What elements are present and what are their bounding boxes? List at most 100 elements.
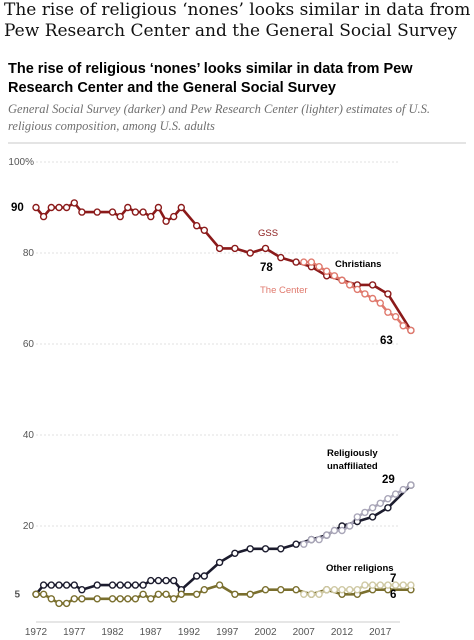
- data-point-religiously-unaffiliated-pew-research-center: [399, 485, 407, 494]
- data-point-christians-gss: [162, 217, 170, 225]
- data-point-christians-pew-research-center: [376, 299, 384, 307]
- value-label-unaffiliated-end: 29: [382, 474, 395, 486]
- chart-subtitle: General Social Survey (darker) and Pew R…: [8, 102, 431, 133]
- data-point-other-religions-pew-research-center: [368, 581, 377, 589]
- data-point-other-religions-pew-research-center: [338, 586, 346, 594]
- data-point-religiously-unaffiliated-gss: [93, 581, 101, 589]
- x-tick-label: 2017: [369, 627, 392, 638]
- data-point-other-religions-pew-research-center: [361, 581, 369, 589]
- data-point-christians-pew-research-center: [368, 294, 377, 303]
- data-point-christians-gss: [177, 203, 186, 212]
- data-point-religiously-unaffiliated-pew-research-center: [330, 526, 339, 535]
- data-point-religiously-unaffiliated-gss: [47, 581, 55, 589]
- data-point-other-religions-gss: [200, 586, 209, 594]
- data-point-other-religions-pew-research-center: [307, 590, 316, 598]
- data-point-christians-pew-research-center: [384, 308, 392, 316]
- data-point-other-religions-pew-research-center: [346, 586, 354, 594]
- data-point-religiously-unaffiliated-pew-research-center: [323, 531, 331, 539]
- y-tick-labels: 100% 80 60 40 20 5: [8, 157, 34, 600]
- y-tick-label: 20: [23, 521, 35, 532]
- x-tick-label: 2007: [293, 627, 316, 638]
- data-point-christians-pew-research-center: [407, 326, 415, 335]
- data-point-christians-gss: [246, 249, 254, 257]
- data-point-christians-pew-research-center: [330, 272, 339, 280]
- data-point-christians-gss: [139, 208, 147, 216]
- data-point-religiously-unaffiliated-pew-research-center: [338, 526, 346, 535]
- grid-lines: [36, 161, 400, 623]
- data-point-christians-gss: [116, 212, 124, 221]
- page-heading: The rise of religious ‘nones’ looks simi…: [4, 0, 471, 41]
- data-point-other-religions-gss: [116, 595, 124, 603]
- data-point-religiously-unaffiliated-gss: [124, 581, 132, 589]
- data-point-religiously-unaffiliated-gss: [116, 581, 124, 589]
- data-point-other-religions-gss: [32, 590, 40, 598]
- data-point-christians-gss: [108, 208, 117, 216]
- chart-title: The rise of religious ‘nones’ looks simi…: [8, 61, 413, 96]
- data-point-religiously-unaffiliated-gss: [139, 581, 147, 589]
- data-point-other-religions-gss: [147, 595, 155, 603]
- data-point-other-religions-gss: [47, 595, 55, 603]
- y-tick-label: 100%: [8, 157, 34, 168]
- data-point-other-religions-pew-research-center: [399, 581, 407, 589]
- data-point-religiously-unaffiliated-pew-research-center: [300, 540, 308, 548]
- data-point-christians-gss: [55, 203, 63, 212]
- data-point-christians-gss: [62, 203, 71, 212]
- x-tick-label: 1997: [216, 627, 239, 638]
- data-point-christians-gss: [261, 244, 270, 253]
- x-tick-label: 1982: [101, 627, 124, 638]
- data-point-religiously-unaffiliated-gss: [261, 545, 270, 553]
- data-point-christians-gss: [124, 203, 132, 212]
- data-point-religiously-unaffiliated-pew-research-center: [368, 504, 377, 512]
- data-point-other-religions-gss: [215, 581, 224, 589]
- data-point-other-religions-gss: [62, 599, 71, 608]
- data-point-other-religions-gss: [131, 595, 140, 603]
- data-point-christians-gss: [78, 208, 86, 216]
- x-tick-label: 2012: [331, 627, 354, 638]
- value-label-christians-end: 63: [380, 335, 393, 347]
- data-point-christians-pew-research-center: [361, 290, 369, 298]
- data-point-religiously-unaffiliated-gss: [169, 576, 178, 585]
- annotation-unaffiliated-line2: unaffiliated: [327, 461, 378, 472]
- data-point-other-religions-gss: [231, 590, 239, 598]
- data-point-christians-gss: [215, 244, 224, 253]
- data-point-religiously-unaffiliated-gss: [246, 545, 254, 553]
- annotation-gss: GSS: [258, 228, 278, 239]
- data-point-other-religions-gss: [139, 590, 147, 598]
- data-point-other-religions-gss: [154, 590, 163, 598]
- data-point-religiously-unaffiliated-pew-research-center: [376, 499, 384, 507]
- data-point-religiously-unaffiliated-gss: [55, 581, 63, 589]
- annotation-christians: Christians: [335, 259, 381, 270]
- data-point-christians-pew-research-center: [300, 258, 308, 266]
- data-point-christians-gss: [70, 199, 79, 207]
- data-point-religiously-unaffiliated-pew-research-center: [353, 513, 361, 521]
- data-point-christians-pew-research-center: [323, 267, 331, 275]
- data-point-christians-gss: [93, 208, 101, 216]
- data-point-other-religions-gss: [292, 586, 300, 594]
- series-line-religiously-unaffiliated-gss: [34, 483, 413, 596]
- data-point-christians-pew-research-center: [391, 313, 400, 321]
- data-point-christians-gss: [39, 212, 48, 221]
- data-point-christians-gss: [169, 212, 178, 221]
- data-point-other-religions-gss: [108, 595, 117, 603]
- data-point-religiously-unaffiliated-gss: [231, 549, 239, 557]
- data-point-religiously-unaffiliated-gss: [292, 540, 300, 548]
- data-point-religiously-unaffiliated-pew-research-center: [315, 535, 323, 544]
- data-point-religiously-unaffiliated-gss: [70, 581, 79, 589]
- data-point-other-religions-pew-research-center: [384, 581, 392, 589]
- data-point-religiously-unaffiliated-gss: [277, 545, 285, 553]
- data-point-christians-pew-research-center: [346, 281, 354, 289]
- data-point-religiously-unaffiliated-gss: [192, 572, 201, 580]
- series-markers: [32, 199, 415, 608]
- x-tick-label: 2002: [254, 627, 277, 638]
- x-tick-label: 1977: [63, 627, 86, 638]
- data-point-religiously-unaffiliated-gss: [108, 581, 117, 589]
- y-tick-label: 5: [14, 589, 20, 600]
- data-point-christians-pew-research-center: [338, 276, 346, 284]
- data-point-other-religions-gss: [192, 590, 201, 598]
- y-tick-label: 60: [23, 339, 35, 350]
- data-point-other-religions-gss: [55, 599, 63, 608]
- data-point-christians-gss: [192, 221, 201, 230]
- data-point-other-religions-gss: [39, 590, 48, 598]
- data-point-christians-gss: [147, 212, 155, 221]
